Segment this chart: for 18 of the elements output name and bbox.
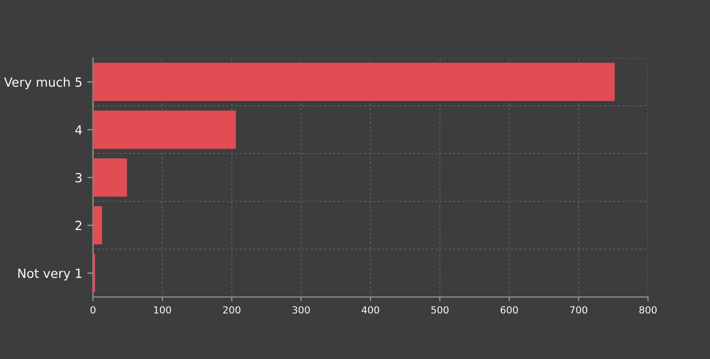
- y-tick-label: 2: [76, 220, 82, 230]
- x-tick-label: 800: [639, 306, 657, 314]
- x-tick-label: 700: [570, 306, 588, 314]
- x-tick-label: 300: [292, 306, 310, 314]
- y-tick-label: 4: [75, 125, 82, 134]
- y-tick-label: Very much 5: [4, 77, 82, 90]
- y-tick-label: 3: [76, 172, 82, 182]
- x-tick-label: 200: [223, 306, 240, 314]
- x-tick-label: 600: [500, 306, 518, 314]
- bar: [93, 62, 615, 102]
- bar: [93, 110, 236, 149]
- x-tick-label: 100: [154, 306, 172, 314]
- y-tick-label: Not very 1: [18, 268, 82, 280]
- x-tick-label: 0: [90, 306, 96, 314]
- x-tick-label: 500: [431, 306, 449, 314]
- bar: [93, 158, 127, 197]
- bar: [93, 206, 102, 244]
- x-tick-label: 400: [362, 306, 380, 314]
